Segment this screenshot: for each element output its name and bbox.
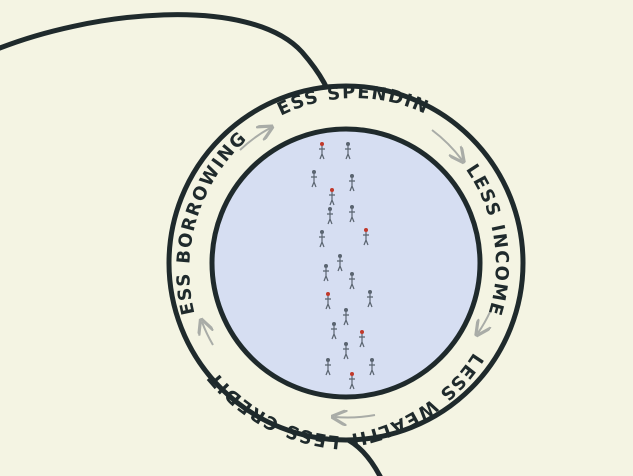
- arrow-income-to-wealth: [478, 311, 490, 333]
- arrow-wealth-to-credit: [335, 415, 376, 418]
- person-figure: [319, 230, 325, 248]
- person-figure: [349, 372, 355, 390]
- person-figure: [325, 358, 331, 376]
- person-figure: [369, 358, 375, 376]
- inner-circle: [209, 126, 483, 400]
- person-figure: [343, 308, 349, 326]
- person-figure: [325, 292, 331, 310]
- person-figure: [329, 188, 335, 206]
- person-figure: [331, 322, 337, 340]
- connector-curve: [0, 12, 337, 111]
- person-figure: [319, 142, 325, 160]
- person-figure: [363, 228, 369, 246]
- person-figure: [343, 342, 349, 360]
- arrow-borrowing-to-spending: [239, 128, 270, 151]
- person-figure: [345, 142, 351, 160]
- person-figure: [327, 207, 333, 225]
- person-figure: [349, 272, 355, 290]
- person-figure: [323, 264, 329, 282]
- person-figure: [311, 170, 317, 188]
- arrow-spending-to-income: [431, 129, 462, 160]
- person-figure: [349, 174, 355, 192]
- person-figure: [367, 290, 373, 308]
- arrow-credit-to-borrowing: [202, 322, 214, 346]
- person-figure: [349, 205, 355, 223]
- person-figure: [359, 330, 365, 348]
- people-chain-illustration: [311, 142, 375, 390]
- person-figure: [337, 254, 343, 272]
